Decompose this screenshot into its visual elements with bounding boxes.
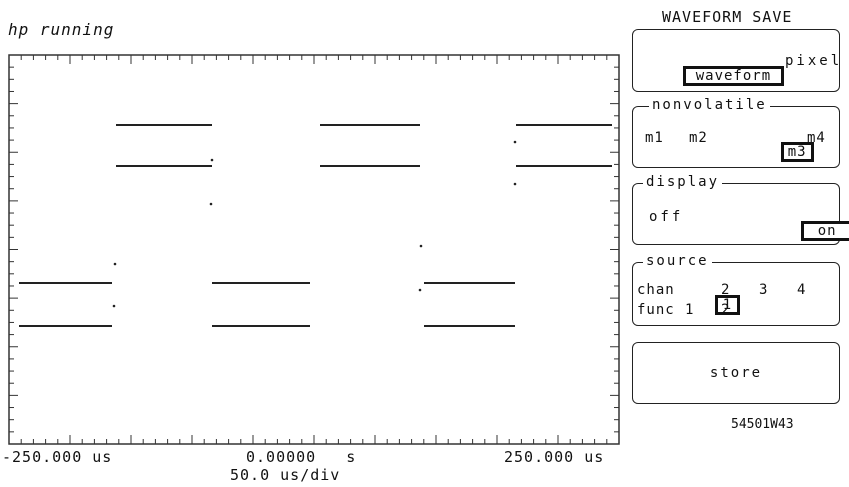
trace-dot <box>513 182 517 186</box>
func-label: func <box>637 302 675 318</box>
chan-3-option[interactable]: 3 <box>759 282 769 298</box>
display-off-option[interactable]: off <box>649 209 684 225</box>
trace-dot <box>513 140 517 144</box>
menu-title: WAVEFORM SAVE <box>662 8 793 26</box>
func-2-option[interactable]: 2 <box>721 302 731 318</box>
graticule-frame <box>8 54 620 445</box>
trace-dot <box>113 262 117 266</box>
source-softkey[interactable]: source chan 1 2 3 4 func 1 2 <box>632 253 840 326</box>
nonvolatile-label: nonvolatile <box>649 97 770 113</box>
status-text: hp running <box>8 20 115 39</box>
display-label: display <box>643 174 723 190</box>
chan-1-option[interactable]: 1 <box>677 277 741 333</box>
waveform-traces <box>19 124 612 327</box>
store-label: store <box>709 365 763 381</box>
chan-4-option[interactable]: 4 <box>797 282 807 298</box>
model-code: 54501W43 <box>731 417 794 432</box>
time-scale-label: 50.0 us/div <box>230 466 341 484</box>
time-axis-left-label: -250.000 us <box>2 448 113 466</box>
chan-label: chan <box>637 282 675 298</box>
store-button[interactable]: store <box>632 342 840 404</box>
nonvolatile-softkey[interactable]: nonvolatile m1 m2 m3 m4 <box>632 97 840 168</box>
trace-dot <box>112 304 116 308</box>
trace-dot <box>210 158 214 162</box>
waveform-option[interactable]: waveform <box>645 48 785 104</box>
memory-m2[interactable]: m2 <box>689 130 708 146</box>
time-axis-right-label: 250.000 us <box>504 448 605 466</box>
trace-dot <box>419 244 423 248</box>
display-softkey[interactable]: display off on <box>632 174 849 245</box>
pixel-option[interactable]: pixel <box>785 53 843 69</box>
chan-2-option[interactable]: 2 <box>721 282 731 298</box>
memory-m3[interactable]: m3 <box>743 124 814 180</box>
memory-m4[interactable]: m4 <box>807 130 826 146</box>
trace-dot <box>209 202 213 206</box>
memory-m1[interactable]: m1 <box>645 130 664 146</box>
func-1-option[interactable]: 1 <box>685 302 695 318</box>
graticule-ticks <box>9 55 619 444</box>
display-on-option[interactable]: on <box>763 203 849 259</box>
source-label: source <box>643 253 712 269</box>
trace-dot <box>418 288 422 292</box>
time-axis-center-label: 0.00000 s <box>246 448 357 466</box>
save-mode-softkey[interactable]: waveform pixel <box>632 29 840 92</box>
